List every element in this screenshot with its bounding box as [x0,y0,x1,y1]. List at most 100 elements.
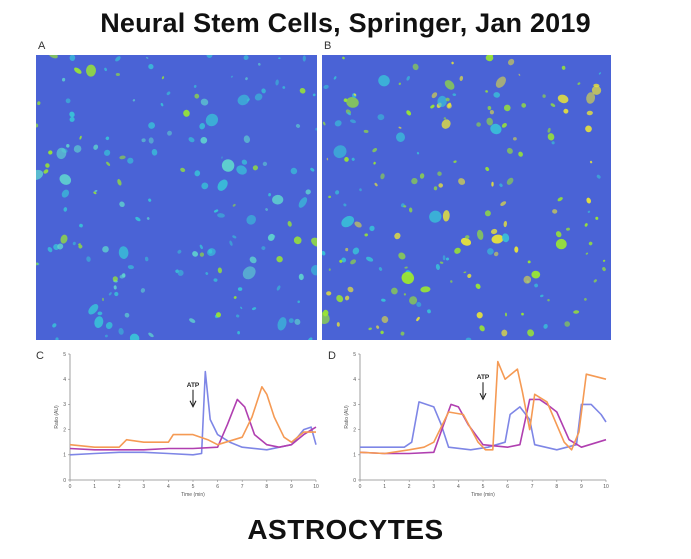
cell-blob [127,265,134,270]
cell-blob [564,321,570,327]
cell-blob [416,316,420,322]
cell-blob [555,238,567,250]
cell-blob [45,163,50,168]
cell-blob [207,248,216,257]
cell-blob [431,92,438,99]
panel-label-c: C [36,350,44,362]
cell-blob [409,296,418,305]
cell-blob [243,55,249,61]
cell-blob [113,285,117,290]
cell-blob [583,298,587,301]
cell-blob [476,229,484,240]
cell-blob [290,167,298,175]
cell-blob [598,72,602,75]
cell-blob [52,323,57,328]
cell-blob [429,210,442,223]
cell-blob [302,55,306,62]
atp-arrow-head [189,400,197,408]
y-tick-label: 0 [353,478,356,484]
cell-blob [479,325,485,332]
cell-blob [175,269,179,273]
y-tick-label: 5 [353,352,356,358]
cell-blob [542,94,546,98]
cell-blob [459,75,464,81]
cell-blob [602,267,606,272]
cell-blob [148,198,152,202]
cell-blob [445,97,450,102]
cell-blob [369,225,375,232]
cell-blob [475,283,481,289]
cell-blob [217,267,223,274]
cell-blob [391,287,398,295]
x-tick-label: 3 [142,484,145,490]
cell-blob [534,283,538,288]
cell-blob [166,91,171,96]
cell-blob [447,102,452,108]
cell-blob [206,55,213,59]
cell-blob [503,220,508,228]
cell-blob [377,114,385,121]
cell-blob [451,61,454,65]
cell-blob [262,161,268,167]
series-line [359,398,607,455]
panel-label-b: B [324,40,332,52]
cell-blob [213,278,218,282]
cell-blob [201,182,209,190]
cell-blob [394,232,401,240]
cell-blob [602,259,606,262]
cell-blob [527,260,531,264]
cell-blob [74,67,82,74]
cell-blob [513,137,517,141]
y-tick-label: 3 [63,402,66,408]
x-tick-label: 9 [580,484,583,490]
cell-blob [336,295,344,303]
cell-blob [543,323,548,329]
cell-blob [521,103,527,108]
cell-blob [328,195,331,199]
cell-blob [140,288,146,293]
cell-blob [221,156,223,159]
cell-blob [161,76,165,80]
y-tick-label: 3 [353,402,356,408]
cell-blob [177,249,182,254]
cell-blob [347,286,354,293]
cell-blob [36,262,39,266]
cell-blob [499,183,503,187]
cell-blob [305,189,311,195]
cell-blob [237,94,250,106]
cell-blob [105,322,113,329]
cell-blob [242,266,256,280]
cell-blob [491,234,504,244]
cell-blob [151,149,158,156]
cell-blob [88,304,99,315]
cell-blob [129,333,140,340]
cell-blob [312,93,316,97]
cell-blob [215,312,222,318]
cell-blob [585,125,592,133]
cell-blob [490,228,498,235]
cell-blob [398,252,406,260]
cell-blob [577,82,581,85]
cell-blob [194,170,201,177]
cell-blob [261,246,266,251]
cell-blob [341,257,347,263]
cell-blob [94,190,98,192]
cell-blob [115,56,121,62]
cell-blob [199,244,203,250]
y-axis-label: Ratio (AU) [344,405,350,429]
cell-blob [326,157,329,161]
cell-blob [495,76,506,88]
cell-blob [476,122,481,127]
cell-blob [233,296,237,299]
cell-blob [395,132,406,142]
cell-blob [343,203,347,207]
cell-blob [105,136,110,141]
cell-blob [160,102,164,107]
cell-blob [555,231,562,238]
cell-blob [167,130,172,136]
cell-blob [69,55,76,61]
cell-blob [550,103,556,107]
cell-blob [403,205,407,208]
cell-blob [523,275,532,284]
cell-blob [310,167,315,172]
